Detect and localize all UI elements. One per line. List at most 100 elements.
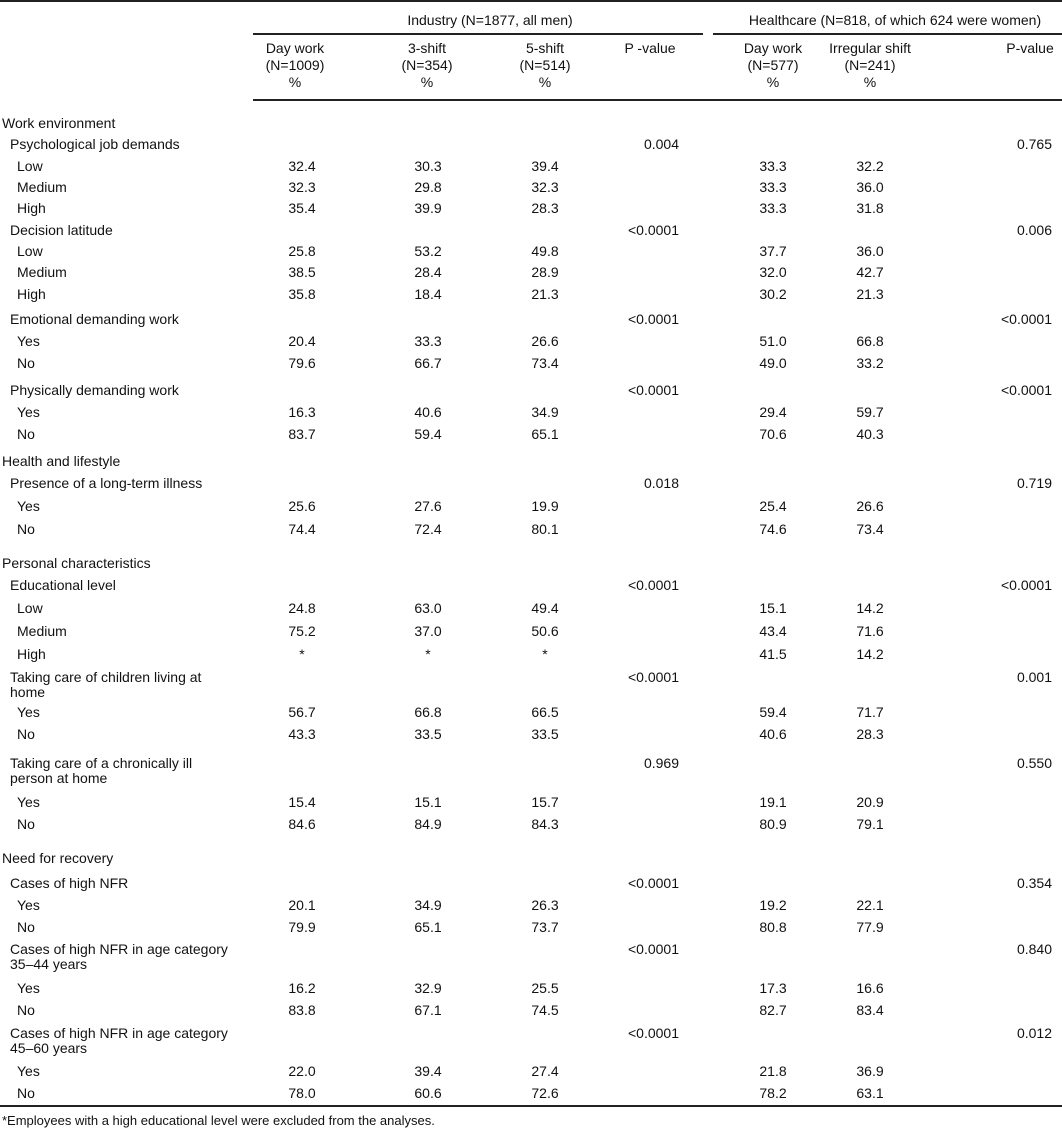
p-value-cell: 0.550 [1016,755,1052,771]
row-label-text: Yes [17,980,40,996]
row-label-text: Personal characteristics [2,555,151,571]
column-header: Irregular shift (N=241)% [829,41,911,92]
p-value-cell: 0.018 [643,475,679,491]
p-value-cell: <0.0001 [628,382,679,398]
row-label: No [17,1086,35,1101]
row-label: Taking care of a chronically ill person a… [10,756,192,786]
column-header: 5-shift (N=514)% [520,41,571,92]
row-label-text: Medium [17,623,67,639]
percent-cell: 49.4 [531,600,559,616]
row-label-text: Decision latitude [10,222,113,238]
column-header: P -value [624,41,675,92]
percent-cell: * [425,646,431,662]
percent-cell: 32.2 [856,158,884,174]
row-label-text-cont: 35–44 years [10,956,88,972]
percent-cell: 83.8 [288,1002,316,1018]
column-header-line1: Day work [265,40,325,56]
p-value-cell: 0.765 [1016,136,1052,152]
column-header-line3: % [863,74,877,90]
column-header-line1: 3-shift [407,40,447,56]
percent-cell: 29.8 [414,179,442,195]
row-label-text: No [17,816,35,832]
column-header: Day work (N=577)% [744,41,802,92]
row-label-text: Psychological job demands [10,136,180,152]
row-label-text: Medium [17,179,67,195]
row-label-text: No [17,426,35,442]
row-label: Yes [17,795,40,810]
percent-cell: 28.4 [414,264,442,280]
row-label-text: Low [17,158,43,174]
column-header-line2: (N=354) [401,57,453,73]
p-value-cell: 0.004 [643,136,679,152]
row-label-text: Educational level [10,577,116,593]
percent-cell: 21.3 [531,286,559,302]
percent-cell: 59.4 [414,426,442,442]
percent-cell: 25.4 [759,498,787,514]
row-label-text: Work environment [2,115,116,131]
row-label: Cases of high NFR in age category 35–44 y… [10,942,228,972]
percent-cell: 30.3 [414,158,442,174]
column-header-line1: P-value [1006,40,1054,56]
percent-cell: 25.8 [288,243,316,259]
row-label-text-cont: home [10,684,46,700]
row-label: Low [17,159,43,174]
percent-cell: 33.3 [414,333,442,349]
column-header-line2 [1006,58,1053,75]
row-label-text: Yes [17,404,40,420]
percent-cell: 39.9 [414,200,442,216]
percent-cell: 28.3 [531,200,559,216]
row-label: Health and lifestyle [2,454,120,469]
percent-cell: 65.1 [414,919,442,935]
percent-cell: 63.1 [856,1085,884,1101]
percent-cell: 35.8 [288,286,316,302]
row-label: Medium [17,624,67,639]
column-header-line3: % [420,74,434,90]
percent-cell: 32.3 [288,179,316,195]
percent-cell: 15.1 [759,600,787,616]
row-label: Low [17,244,43,259]
p-value-cell: <0.0001 [628,222,679,238]
percent-cell: 40.6 [759,726,787,742]
percent-cell: 33.5 [414,726,442,742]
p-value-cell: <0.0001 [628,1025,679,1041]
percent-cell: 35.4 [288,200,316,216]
group-header-industry: Industry (N=1877, all men) [407,12,573,28]
group-header-healthcare: Healthcare (N=818, of which 624 were wom… [748,12,1042,28]
percent-cell: 79.9 [288,919,316,935]
percent-cell: 74.5 [531,1002,559,1018]
row-label-text: Taking care of a chronically ill [10,755,193,771]
percent-cell: 18.4 [414,286,442,302]
percent-cell: 40.3 [856,426,884,442]
percent-cell: 19.9 [531,498,559,514]
percent-cell: 36.0 [856,179,884,195]
percent-cell: 14.2 [856,646,884,662]
row-label: Yes [17,499,40,514]
percent-cell: * [299,646,305,662]
percent-cell: 16.3 [288,404,316,420]
row-label: Presence of a long-term illness [10,476,202,491]
row-label: No [17,1003,35,1018]
percent-cell: 16.6 [856,980,884,996]
percent-cell: 29.4 [759,404,787,420]
p-value-cell: 0.354 [1016,875,1052,891]
percent-cell: 40.6 [414,404,442,420]
row-label-text: Yes [17,333,40,349]
column-header-line2 [624,58,675,75]
percent-cell: 33.2 [856,355,884,371]
percent-cell: 66.5 [531,704,559,720]
row-label: Low [17,601,43,616]
column-header-line2: (N=577) [747,57,799,73]
percent-cell: 66.8 [856,333,884,349]
row-label: Yes [17,334,40,349]
percent-cell: 83.7 [288,426,316,442]
percent-cell: 80.9 [759,816,787,832]
percent-cell: 36.9 [856,1063,884,1079]
p-value-cell: 0.012 [1016,1025,1052,1041]
percent-cell: 32.4 [288,158,316,174]
percent-cell: 84.6 [288,816,316,832]
percent-cell: 78.0 [288,1085,316,1101]
percent-cell: 27.4 [531,1063,559,1079]
percent-cell: 34.9 [531,404,559,420]
percent-cell: 21.8 [759,1063,787,1079]
row-label-text: Yes [17,1063,40,1079]
